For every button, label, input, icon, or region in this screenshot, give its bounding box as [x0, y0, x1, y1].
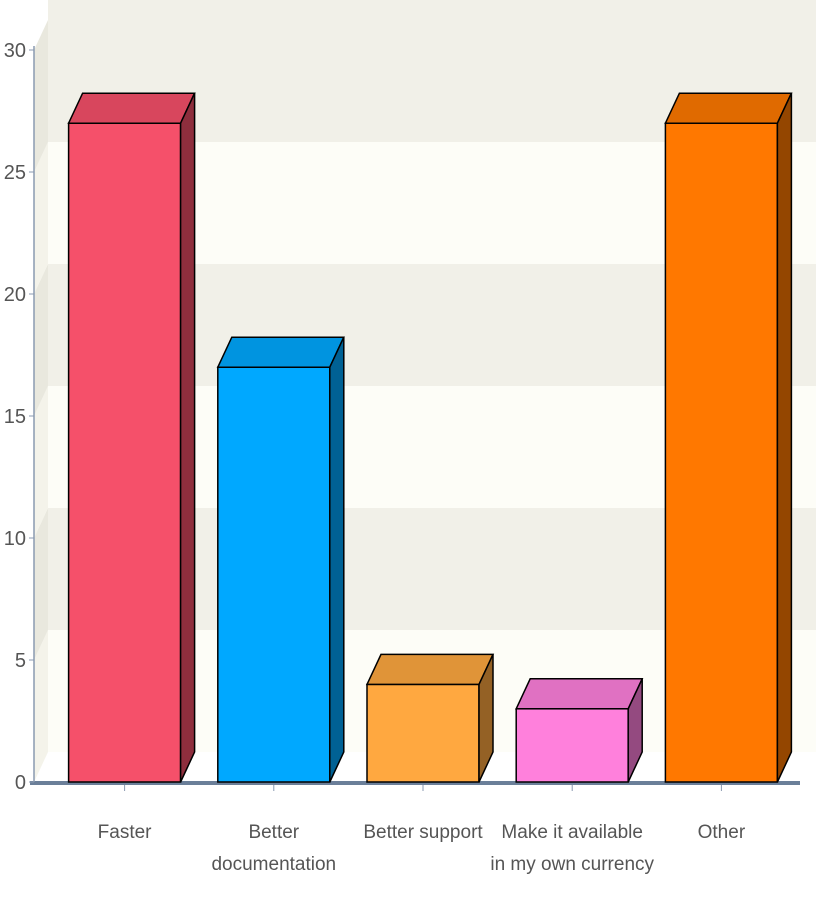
bar-front: [366, 683, 480, 783]
bar-front: [664, 122, 779, 783]
bars: [67, 92, 793, 783]
bar: [216, 336, 345, 783]
bar-side: [776, 92, 793, 783]
side-wall-band: [34, 20, 48, 172]
y-tick-label: 15: [4, 406, 26, 428]
bar-front: [217, 366, 331, 783]
bar-top: [664, 92, 793, 124]
bar-top: [515, 678, 644, 710]
x-tick-label: Faster: [98, 822, 153, 843]
x-tick-label: in my own currency: [490, 854, 654, 875]
x-tick-label: Better support: [363, 822, 483, 843]
y-tick-label: 30: [4, 40, 26, 62]
side-wall-band: [34, 142, 48, 294]
bar-side: [478, 654, 494, 783]
y-tick-label: 20: [4, 284, 26, 306]
bar: [365, 653, 495, 783]
x-axis: Faster Better documentation Better support M…: [98, 785, 746, 875]
x-tick-label: Other: [698, 822, 746, 843]
bar-top: [216, 336, 345, 368]
x-tick-label: Make it available: [501, 822, 643, 843]
side-wall-band: [34, 630, 48, 782]
side-wall-band: [34, 508, 48, 660]
side-wall-band: [34, 386, 48, 538]
bar-side: [179, 92, 196, 783]
y-tick-label: 10: [4, 528, 26, 550]
grid-band: [48, 0, 816, 20]
bar: [664, 92, 793, 783]
y-axis: 0 5 10 15 20 25 30: [4, 40, 35, 794]
bar-top: [365, 653, 495, 686]
bar-front: [515, 708, 629, 783]
bar: [515, 678, 644, 783]
y-tick-label: 5: [15, 650, 26, 672]
bar-front: [67, 122, 182, 783]
bar: [67, 92, 196, 783]
y-tick-label: 25: [4, 162, 26, 184]
bar-side: [329, 336, 345, 783]
bar-top: [67, 92, 196, 124]
x-tick-label: Better: [248, 822, 299, 843]
y-tick-label: 0: [15, 772, 26, 794]
bar-side: [627, 678, 643, 783]
x-tick-label: documentation: [211, 854, 336, 875]
side-wall-band: [34, 264, 48, 416]
